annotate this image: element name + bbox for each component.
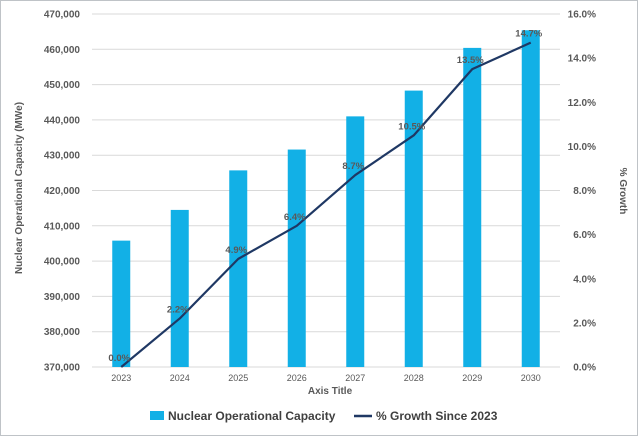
bar: [112, 240, 131, 367]
bar: [287, 149, 306, 367]
y-tick-label: 410,000: [44, 221, 81, 232]
data-label: 10.5%: [398, 121, 425, 132]
bar: [170, 209, 189, 367]
legend-label-bar: Nuclear Operational Capacity: [168, 409, 336, 423]
data-labels: 0.0% 2.2% 4.9% 6.4% 8.7% 10.5% 13.5% 14.7%: [108, 29, 542, 364]
y2-tick-label: 0.0%: [573, 363, 596, 374]
gridlines: [92, 13, 560, 368]
data-label: 13.5%: [457, 55, 484, 66]
y-tick-label: 400,000: [44, 257, 81, 268]
bar: [463, 47, 482, 367]
y-tick-label: 440,000: [44, 115, 81, 126]
y-tick-label: 470,000: [44, 10, 81, 21]
y2-tick-label: 12.0%: [568, 98, 596, 109]
data-label: 14.7%: [515, 29, 542, 40]
bar-series: [112, 30, 540, 368]
y2-tick-label: 14.0%: [568, 54, 596, 65]
y-tick-label: 460,000: [44, 45, 81, 56]
y-axis-right-title: % Growth: [617, 168, 628, 215]
y-axis-left-title: Nuclear Operational Capacity (MWe): [14, 102, 25, 274]
y-tick-label: 430,000: [44, 151, 81, 162]
x-tick-label: 2030: [521, 373, 541, 383]
data-label: 8.7%: [342, 161, 364, 172]
data-label: 6.4%: [284, 212, 306, 223]
data-label: 0.0%: [108, 353, 130, 364]
x-tick-label: 2026: [287, 373, 307, 383]
legend: Nuclear Operational Capacity % Growth Si…: [150, 409, 498, 423]
bar: [521, 30, 540, 367]
y-tick-label: 420,000: [44, 186, 81, 197]
x-tick-label: 2024: [170, 373, 190, 383]
y-tick-label: 370,000: [44, 363, 81, 374]
y2-tick-label: 8.0%: [573, 186, 596, 197]
y-tick-label: 450,000: [44, 80, 81, 91]
y2-tick-label: 10.0%: [568, 142, 596, 153]
legend-swatch-bar: [150, 411, 164, 420]
y-axis-left-ticks: 370,000 380,000 390,000 400,000 410,000 420,0…: [44, 10, 81, 374]
bar: [404, 90, 423, 367]
y2-tick-label: 4.0%: [573, 274, 596, 285]
x-tick-label: 2023: [111, 373, 131, 383]
x-tick-label: 2029: [462, 373, 482, 383]
x-axis-title: Axis Title: [308, 386, 353, 397]
data-label: 4.9%: [225, 245, 247, 256]
y2-tick-label: 16.0%: [568, 10, 596, 21]
growth-line: [120, 41, 532, 368]
y-axis-right-ticks: 0.0% 2.0% 4.0% 6.0% 8.0% 10.0% 12.0% 14.0% 16.0%: [568, 10, 596, 374]
line-series: [120, 41, 532, 368]
y-tick-label: 380,000: [44, 327, 81, 338]
y2-tick-label: 6.0%: [573, 230, 596, 241]
bar: [346, 116, 365, 368]
bar: [229, 170, 248, 367]
y2-tick-label: 2.0%: [573, 318, 596, 329]
x-tick-label: 2025: [228, 373, 248, 383]
x-tick-label: 2027: [345, 373, 365, 383]
y-tick-label: 390,000: [44, 292, 81, 303]
x-tick-label: 2028: [404, 373, 424, 383]
data-label: 2.2%: [167, 304, 189, 315]
legend-label-line: % Growth Since 2023: [376, 409, 498, 423]
x-axis-ticks: 2023 2024 2025 2026 2027 2028 2029 2030: [111, 373, 541, 383]
